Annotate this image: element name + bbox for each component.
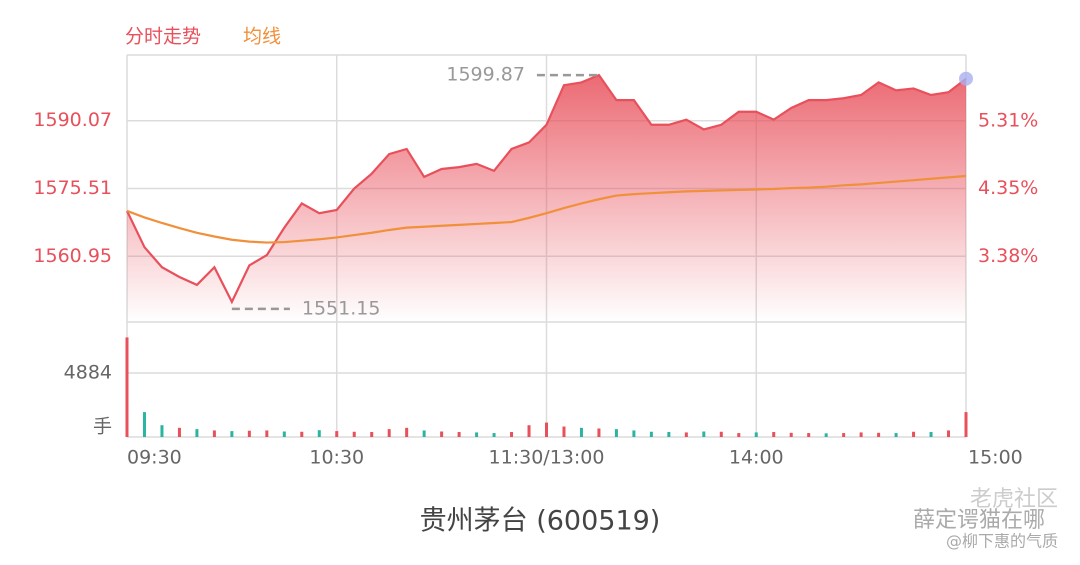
volume-bar: [649, 431, 653, 437]
volume-bar: [195, 429, 199, 437]
volume-bar: [440, 431, 444, 437]
legend-label: 分时走势: [125, 26, 201, 48]
volume-bar: [614, 429, 618, 437]
volume-bar: [702, 431, 706, 437]
volume-bar: [352, 431, 356, 437]
legend-label: 均线: [243, 26, 281, 48]
volume-bar: [807, 433, 811, 437]
volume-bar: [387, 429, 391, 437]
y2-tick-label: 4.35%: [978, 177, 1038, 199]
volume-bar: [737, 433, 741, 437]
volume-bar: [929, 432, 933, 437]
volume-bar: [475, 432, 479, 437]
chart-title: 贵州茅台 (600519): [420, 506, 661, 537]
volume-bar: [632, 430, 636, 437]
volume-bar: [964, 412, 968, 437]
volume-bar: [160, 425, 164, 437]
annotation-label: 1551.15: [302, 297, 381, 319]
y-tick-label: 1575.51: [33, 177, 112, 199]
x-tick-label: 10:30: [309, 447, 364, 469]
volume-bar: [947, 430, 951, 437]
volume-bar: [212, 430, 216, 437]
volume-bar: [859, 432, 863, 437]
volume-bar: [125, 337, 129, 437]
volume-bar: [912, 431, 916, 437]
volume-bar: [877, 432, 881, 437]
volume-bar: [789, 432, 793, 437]
x-tick-label: 14:00: [729, 447, 784, 469]
watermark: 薛定谔猫在哪: [913, 508, 1045, 533]
y-tick-label: 1560.95: [33, 245, 112, 267]
volume-bar: [317, 430, 321, 437]
volume-bar: [597, 428, 601, 437]
volume-bar: [562, 426, 566, 437]
area: [127, 75, 966, 322]
volume-bar: [282, 431, 286, 437]
volume-bar: [335, 431, 339, 437]
volume-bar: [142, 412, 146, 437]
volume-bar: [754, 432, 758, 437]
volume-tick-label: 4884: [64, 361, 112, 383]
volume-bar: [405, 427, 409, 437]
x-tick-label: 11:30/13:00: [489, 447, 605, 469]
volume-bar: [230, 431, 234, 437]
volume-bar: [545, 422, 548, 437]
volume-bar: [457, 432, 461, 437]
volume-bar: [370, 432, 374, 437]
volume-bar: [300, 431, 304, 437]
x-tick-label: 09:30: [127, 447, 182, 469]
annotation-label: 1599.87: [446, 64, 525, 86]
y2-tick-label: 3.38%: [978, 245, 1038, 267]
x-tick-label: 15:00: [968, 447, 1023, 469]
last-point: [959, 71, 973, 86]
volume-bar: [842, 433, 846, 437]
volume-bar: [824, 433, 828, 437]
volume-bar: [247, 430, 251, 437]
volume-bar: [265, 430, 269, 437]
volume-bar: [579, 427, 583, 437]
volume-bar: [177, 427, 181, 437]
volume-unit: 手: [93, 416, 112, 438]
volume-bar: [772, 432, 776, 437]
volume-bar: [684, 432, 688, 437]
volume-bar: [510, 432, 514, 437]
line: [126, 73, 967, 305]
line: [126, 174, 967, 244]
volume-bar: [527, 425, 531, 437]
watermark: @柳下惠的气质: [946, 532, 1058, 551]
y-tick-label: 1590.07: [33, 109, 112, 131]
volume-bar: [719, 431, 723, 437]
y2-tick-label: 5.31%: [978, 110, 1038, 132]
volume-bar: [422, 430, 426, 437]
volume-bar: [894, 433, 898, 437]
watermark: 老虎社区: [970, 487, 1058, 512]
volume-bar: [667, 432, 671, 437]
volume-bar: [492, 433, 496, 437]
